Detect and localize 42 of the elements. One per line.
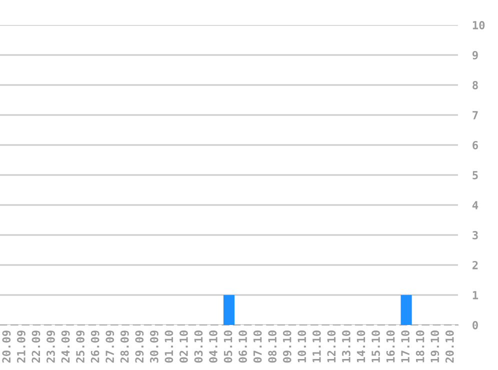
x-tick-label: 18.10 [416,330,424,362]
x-tick-label: 03.10 [194,330,203,363]
x-tick-label: 21.09 [16,330,26,363]
y-tick-label: 5 [472,171,478,180]
x-tick-label: 24.09 [61,330,70,363]
y-tick-label: 4 [472,201,478,210]
x-tick-label: 19.10 [430,330,440,362]
x-tick-label: 23.09 [46,330,55,363]
x-tick-label: 13.10 [342,330,350,362]
x-tick-label: 06.10 [238,330,248,363]
y-tick-label: 2 [472,260,478,270]
y-tick-label: 3 [472,230,478,240]
x-tick-label: 30.09 [150,330,158,363]
x-tick-label: 26.09 [90,330,100,363]
x-tick-label: 27.09 [106,330,114,363]
x-tick-label: 11.10 [312,330,321,362]
x-tick-label: 01.10 [164,330,174,363]
y-tick-label: 8 [472,80,478,90]
x-tick-label: 14.10 [356,330,366,362]
x-tick-label: 15.10 [372,330,380,362]
x-tick-label: 12.10 [327,330,336,362]
x-tick-label: 02.10 [179,330,188,363]
x-tick-label: 05.10 [224,330,232,363]
x-tick-label: 09.10 [282,330,292,363]
x-tick-label: 28.09 [120,330,129,363]
x-tick-label: 04.10 [209,330,218,363]
x-tick-label: 20.09 [2,330,11,363]
x-tick-label: 16.10 [386,330,395,362]
y-tick-label: 7 [472,111,478,120]
x-tick-label: 29.09 [135,330,144,363]
x-tick-label: 07.10 [253,330,262,363]
y-tick-label: 1 [472,291,478,300]
y-tick-label: 10 [472,20,485,30]
x-tick-label: 20.10 [445,330,454,363]
x-tick-label: 22.09 [32,330,40,363]
y-tick-label: 6 [472,140,478,150]
x-tick-label: 10.10 [298,330,306,362]
x-tick-label: 17.10 [401,330,410,362]
y-tick-label: 0 [472,320,478,330]
y-tick-label: 9 [472,51,478,60]
x-tick-label: 08.10 [268,330,277,363]
x-tick-label: 25.09 [76,330,85,363]
